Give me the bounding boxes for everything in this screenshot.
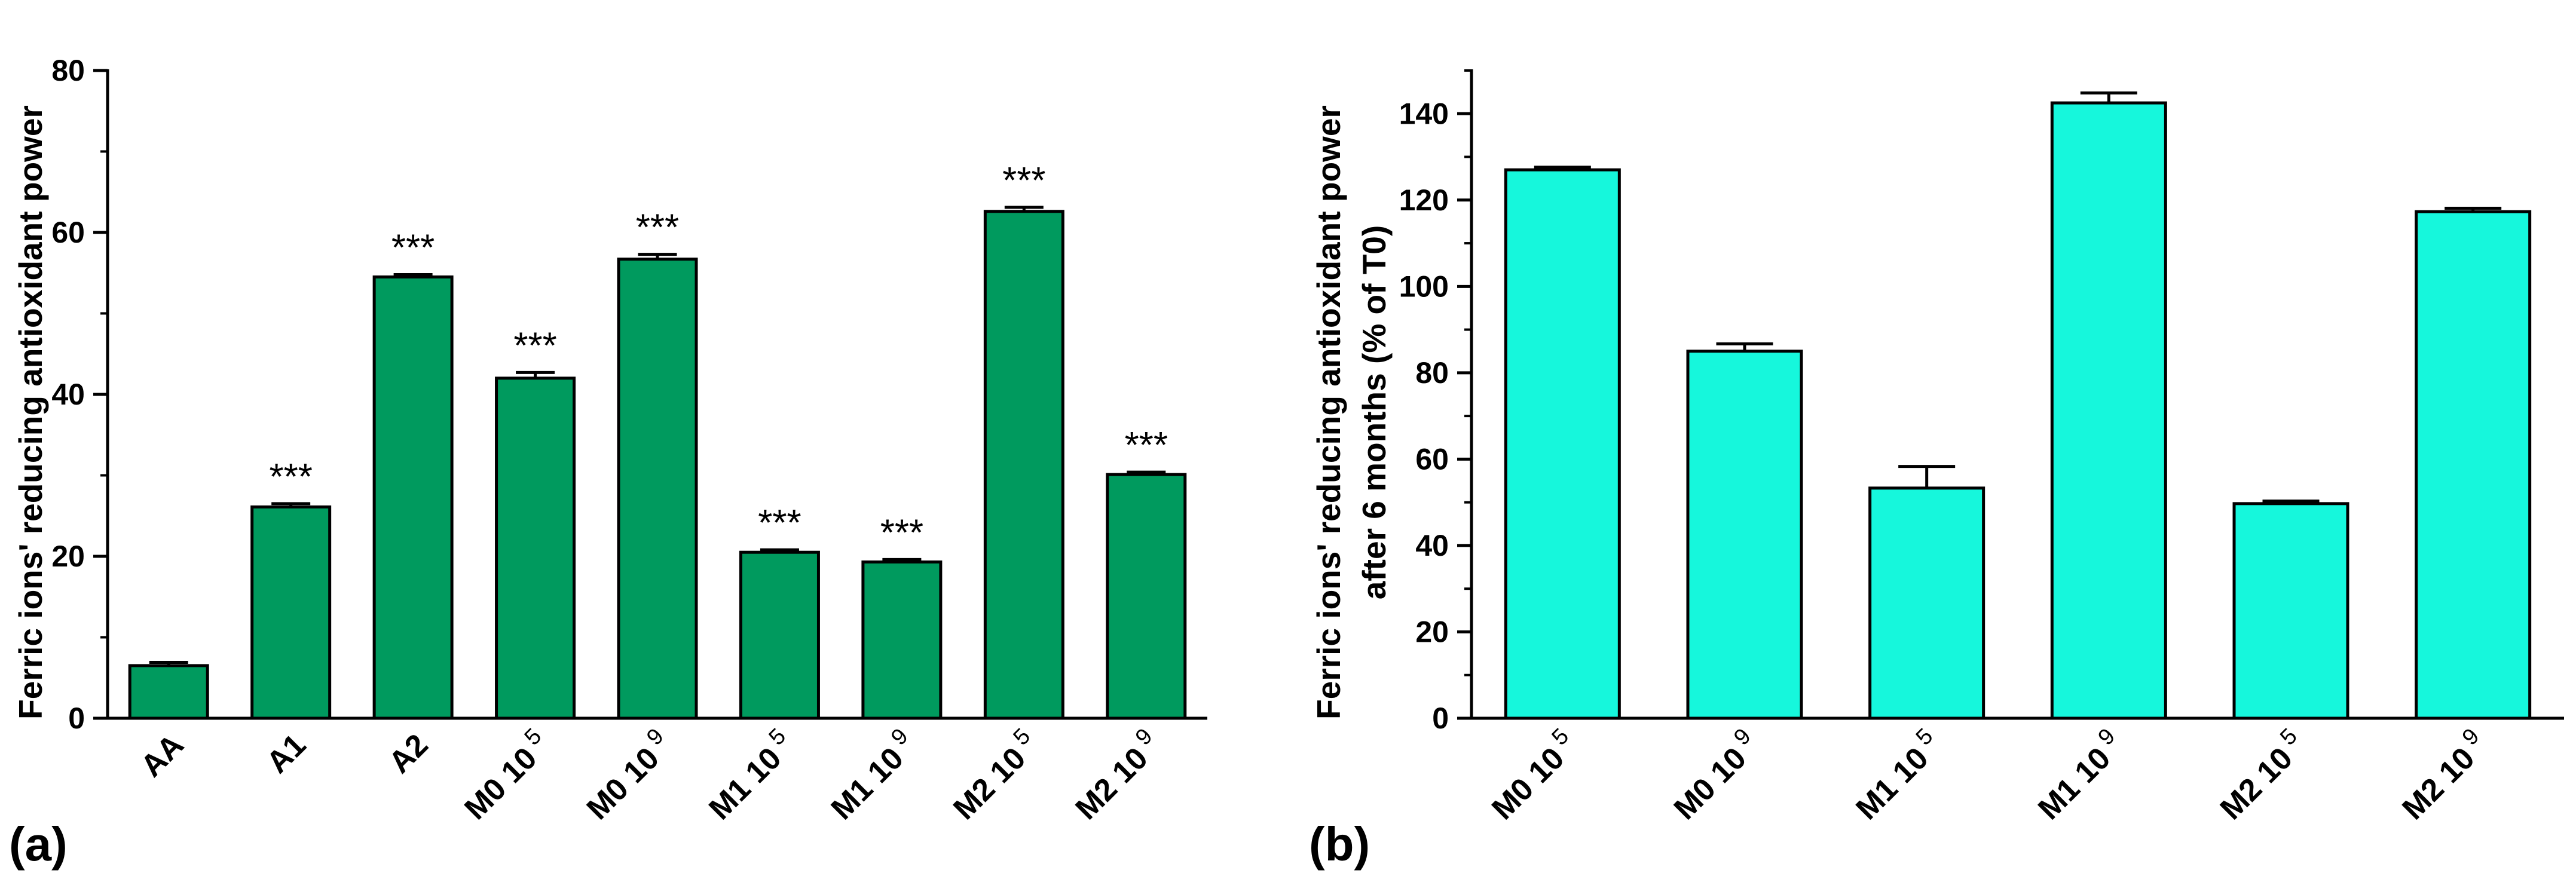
y-tick-label-a: 60: [51, 216, 85, 249]
bar-a-8: [983, 210, 1064, 720]
bar-b-6: [2415, 210, 2532, 720]
bar-a-6: [739, 550, 820, 720]
x-category-label-b-3: M1 10 5: [1846, 724, 1948, 826]
bar-a-3: [372, 275, 454, 720]
significance-label-a-6: ***: [758, 503, 801, 544]
y-axis-title-b-line1: Ferric ions' reducing antioxidant power: [1310, 105, 1347, 719]
y-tick-label-a: 80: [51, 54, 85, 87]
x-category-label-b-2: M0 10 9: [1663, 724, 1766, 826]
significance-label-a-2: ***: [269, 457, 312, 498]
x-category-label-b-4: M1 10 9: [2028, 724, 2131, 826]
x-category-label-a-1: AA: [134, 727, 191, 783]
chart-panel-a: (a) Ferric ions' reducing antioxidant po…: [9, 54, 1207, 871]
panel-label-a: (a): [9, 817, 68, 871]
significance-label-a-4: ***: [513, 325, 556, 366]
y-tick-label-a: 40: [51, 378, 85, 411]
x-category-label-a-6: M1 10 5: [699, 724, 801, 826]
y-tick-label-b: 120: [1399, 183, 1449, 217]
bar-a-5: [617, 258, 698, 720]
y-tick-label-b: 0: [1432, 702, 1449, 735]
bar-a-7: [861, 560, 943, 720]
bar-a-1: [128, 664, 209, 720]
x-category-label-a-7: M1 10 9: [821, 724, 923, 826]
y-tick-label-b: 80: [1415, 356, 1449, 390]
x-category-label-a-9: M2 10 9: [1065, 724, 1168, 826]
significance-label-a-7: ***: [880, 512, 923, 553]
y-tick-label-b: 60: [1415, 442, 1449, 476]
x-category-label-a-5: M0 10 9: [576, 724, 679, 826]
bar-b-3: [1868, 486, 1985, 720]
bar-b-5: [2232, 502, 2349, 720]
y-tick-label-b: 100: [1399, 269, 1449, 303]
panel-label-b: (b): [1309, 817, 1370, 871]
x-category-label-a-8: M2 10 5: [943, 724, 1046, 826]
bar-a-9: [1106, 473, 1187, 720]
significance-label-a-8: ***: [1002, 160, 1045, 201]
bar-b-1: [1504, 168, 1621, 720]
y-tick-label-b: 20: [1415, 615, 1449, 648]
chart-panel-b: (b) Ferric ions' reducing antioxidant po…: [1309, 69, 2564, 871]
bar-a-4: [495, 376, 576, 720]
y-axis-title-a: Ferric ions' reducing antioxidant power: [12, 105, 49, 719]
x-category-label-b-6: M2 10 9: [2392, 724, 2495, 826]
x-category-label-b-1: M0 10 5: [1482, 724, 1584, 826]
x-category-label-b-5: M2 10 5: [2210, 724, 2312, 826]
significance-label-a-5: ***: [636, 207, 679, 249]
x-category-label-a-2: A1: [260, 727, 313, 780]
significance-label-a-9: ***: [1125, 425, 1168, 466]
y-tick-label-b: 40: [1415, 529, 1449, 562]
y-tick-label-a: 0: [68, 702, 85, 735]
y-axis-title-b-line2: after 6 months (% of T0): [1356, 225, 1393, 599]
x-category-label-a-3: A2: [383, 727, 435, 780]
y-tick-label-a: 20: [51, 540, 85, 573]
significance-label-a-3: ***: [391, 227, 435, 268]
bar-b-4: [2050, 101, 2167, 720]
bar-a-2: [250, 505, 332, 720]
bar-b-2: [1686, 350, 1803, 720]
x-category-label-a-4: M0 10 5: [454, 724, 557, 826]
y-tick-label-b: 140: [1399, 97, 1449, 130]
